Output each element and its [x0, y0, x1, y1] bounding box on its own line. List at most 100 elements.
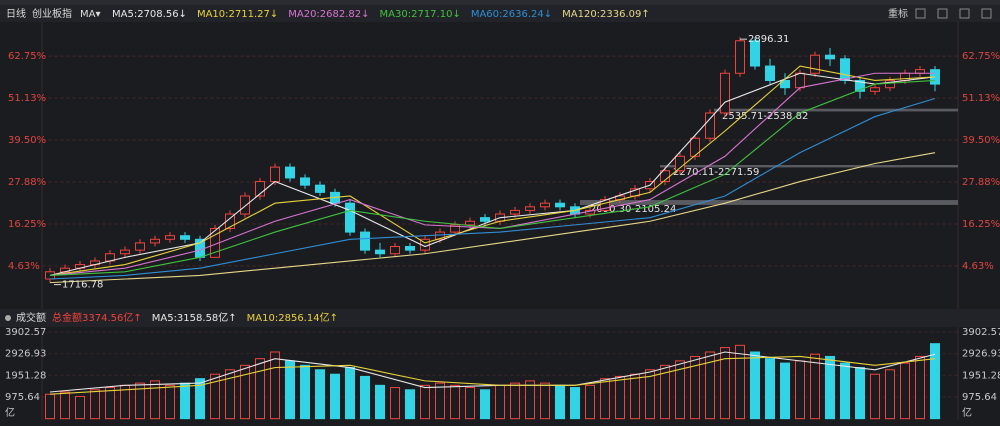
candle-body	[675, 155, 685, 172]
volume-bar	[165, 384, 175, 420]
volume-bar	[570, 387, 580, 420]
candle-body	[840, 58, 850, 81]
candle-body	[240, 195, 250, 215]
y-tick-label: 27.88%	[8, 177, 46, 188]
volume-bar	[780, 362, 790, 420]
y-tick-label: 39.50%	[962, 135, 1000, 146]
volume-bar	[915, 355, 925, 420]
range-band	[580, 200, 958, 205]
volume-bar	[225, 369, 235, 420]
candle-body	[285, 166, 295, 179]
volume-bar	[795, 360, 805, 420]
y-tick-label: 2926.93	[962, 349, 1000, 360]
volume-bar	[150, 380, 160, 420]
candle-body	[555, 202, 565, 208]
volume-bar	[540, 382, 550, 420]
candle-body	[405, 246, 415, 251]
candle-body	[795, 72, 805, 89]
volume-total: 总金额3374.56亿↑	[52, 311, 142, 324]
y-tick-label: 3902.57	[962, 327, 1000, 338]
volume-bar	[615, 375, 625, 420]
legend-entry: MA20:2682.82↓	[288, 9, 369, 20]
icon[interactable]	[981, 8, 992, 19]
volume-bar	[510, 382, 520, 420]
volume-bar	[45, 393, 55, 420]
volume-bar	[645, 369, 655, 420]
candle-body	[735, 40, 745, 74]
ma-line	[49, 65, 936, 276]
volume-bar	[720, 347, 730, 420]
candle-body	[465, 220, 475, 226]
candle-body	[810, 54, 820, 74]
candle-body	[510, 209, 520, 215]
candle-body	[450, 224, 460, 233]
volume-bar	[525, 380, 535, 420]
reset[interactable]: 重标	[888, 7, 908, 20]
volume-bar	[765, 358, 775, 420]
candle-body	[345, 202, 355, 233]
volume-bar	[135, 382, 145, 420]
volume-bar	[300, 364, 310, 420]
volume-bar	[60, 391, 70, 420]
ma-line	[49, 152, 936, 284]
candle-body	[720, 72, 730, 114]
indicator[interactable]: MA▾	[80, 9, 101, 20]
candle-body	[165, 235, 175, 240]
period[interactable]: 日线	[6, 7, 26, 20]
y-tick-label: 16.25%	[8, 219, 46, 230]
y-tick-label: 4.63%	[962, 261, 994, 272]
candle-body	[780, 79, 790, 89]
legend-entry: MA10:2856.14亿↑	[247, 311, 338, 324]
volume-bar	[495, 384, 505, 420]
candle-body	[390, 246, 400, 255]
candle-body	[270, 166, 280, 183]
legend-entry: MA5:2708.56↓	[112, 9, 187, 20]
candle-body	[120, 249, 130, 255]
volume-bar	[660, 364, 670, 420]
volume-bar	[390, 387, 400, 420]
icon[interactable]	[915, 8, 926, 19]
unit-label: 亿	[962, 406, 972, 419]
candle-body	[255, 181, 265, 197]
volume-bar	[315, 369, 325, 420]
candle-body	[180, 235, 190, 240]
ma-line	[49, 97, 936, 280]
unit-label: 亿	[5, 406, 15, 419]
candle-body	[480, 217, 490, 222]
volume-bar	[585, 384, 595, 420]
top-strip	[0, 0, 1000, 5]
volume-bar	[810, 353, 820, 420]
icon[interactable]	[937, 8, 948, 19]
volume-title: 成交额	[16, 311, 46, 324]
volume-bar	[840, 362, 850, 420]
volume-bar	[450, 384, 460, 420]
volume-bar	[600, 378, 610, 420]
volume-bar	[480, 389, 490, 420]
ma-line	[49, 355, 936, 395]
volume-header-bar	[0, 309, 1000, 327]
candle-body	[600, 199, 610, 211]
legend-entry: MA10:2711.27↓	[197, 9, 278, 20]
volume-bar	[285, 360, 295, 420]
icon[interactable]	[5, 315, 11, 321]
range-label: 2270.11-2271.59	[673, 167, 759, 178]
y-tick-label: 975.64	[5, 392, 40, 403]
annotation: 1716.78	[62, 280, 103, 291]
candle-body	[870, 87, 880, 92]
y-tick-label: 2926.93	[5, 349, 46, 360]
icon[interactable]	[959, 8, 970, 19]
legend-entry: MA5:3158.58亿↑	[152, 311, 237, 324]
index-name[interactable]: 创业板指	[32, 7, 72, 20]
candle-body	[525, 206, 535, 211]
volume-bar	[885, 369, 895, 420]
legend-entry: MA30:2717.10↓	[380, 9, 461, 20]
ma-line	[49, 79, 936, 276]
volume-bar	[180, 382, 190, 420]
candle-body	[765, 65, 775, 81]
candle-body	[750, 40, 760, 67]
volume-bar	[900, 362, 910, 420]
volume-bar	[210, 373, 220, 420]
volume-bar	[105, 387, 115, 420]
candle-body	[225, 213, 235, 229]
candle-body	[315, 184, 325, 193]
